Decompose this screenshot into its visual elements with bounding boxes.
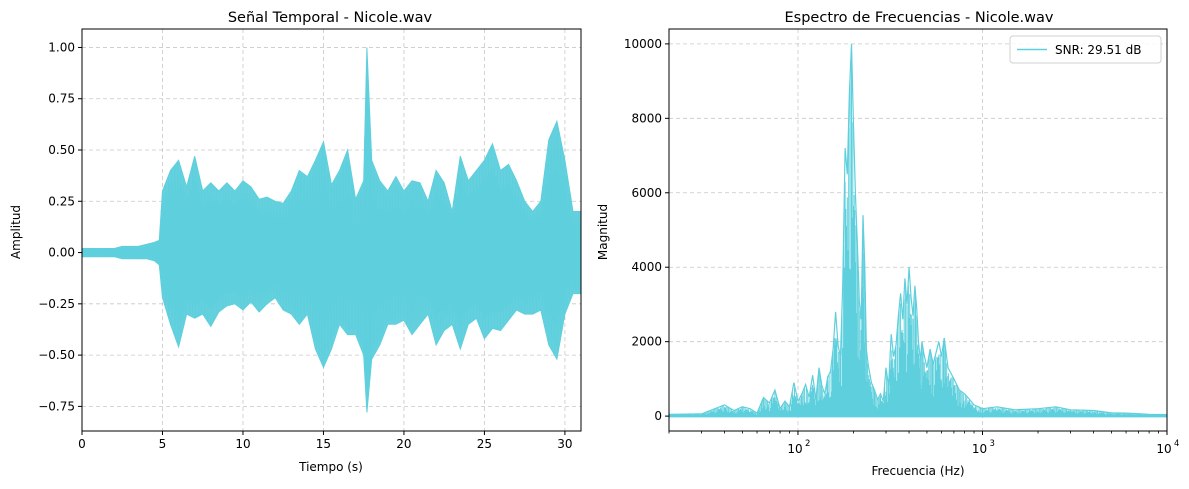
time-signal-title: Señal Temporal - Nicole.wav (228, 10, 433, 26)
time-x-tick-label: 30 (557, 437, 572, 451)
time-signal-plot-area (81, 47, 582, 413)
freq-y-tick-label: 0 (654, 409, 662, 423)
time-signal-chart: Señal Temporal - Nicole.wav 0 5 10 15 20 25 30… (9, 10, 582, 474)
legend: SNR: 29.51 dB (1009, 35, 1162, 64)
spectrum-line (668, 50, 1167, 417)
time-y-tick-label: −0.75 (38, 399, 75, 413)
freq-x-tick-label: 10 (787, 442, 802, 456)
time-x-tick-label: 0 (78, 437, 86, 451)
freq-y-tick-label: 6000 (631, 186, 662, 200)
legend-label: SNR: 29.51 dB (1055, 43, 1141, 57)
freq-x-tick-label: 10 (1156, 442, 1171, 456)
time-y-tick-label: 0.50 (48, 143, 75, 157)
time-y-tick-label: 0.25 (48, 194, 75, 208)
time-x-tick-label: 5 (159, 437, 167, 451)
freq-y-tick-label: 2000 (631, 335, 662, 349)
freq-x-tick-exponent: 3 (989, 439, 994, 449)
time-y-tick-label: 0.00 (48, 246, 75, 260)
time-signal-axes-frame (81, 28, 582, 432)
time-signal-x-axis-label: Tiempo (s) (298, 460, 363, 474)
frequency-spectrum-title: Espectro de Frecuencias - Nicole.wav (785, 10, 1054, 26)
freq-x-tick-label: 10 (972, 442, 987, 456)
time-signal-y-axis-label: Amplitud (9, 205, 23, 259)
freq-x-tick-exponent: 4 (1174, 439, 1179, 449)
freq-y-tick-label: 8000 (631, 111, 662, 125)
frequency-spectrum-y-ticks: 0 2000 4000 6000 8000 10000 (624, 37, 669, 423)
legend-box (1009, 35, 1162, 64)
freq-x-tick-exponent: 2 (805, 439, 810, 449)
time-x-tick-label: 20 (396, 437, 411, 451)
time-x-tick-label: 15 (316, 437, 331, 451)
frequency-spectrum-x-ticks: 10 2 10 3 10 4 (668, 431, 1179, 456)
time-y-tick-label: −0.25 (38, 297, 75, 311)
time-x-tick-label: 10 (235, 437, 250, 451)
time-y-tick-label: 1.00 (48, 40, 75, 54)
frequency-spectrum-chart: Espectro de Frecuencias - Nicole.wav 10 2… (596, 10, 1179, 478)
spectrum-peak-line (668, 43, 1168, 416)
time-signal-x-ticks: 0 5 10 15 20 25 30 (78, 431, 573, 451)
time-y-tick-label: 0.75 (48, 92, 75, 106)
time-signal-y-ticks: −0.75 −0.50 −0.25 0.00 0.25 0.50 0.75 1.00 (38, 40, 82, 413)
freq-y-tick-label: 10000 (624, 37, 662, 51)
frequency-spectrum-y-axis-label: Magnitud (596, 204, 610, 260)
frequency-spectrum-axes-frame (668, 28, 1168, 432)
time-x-tick-label: 25 (477, 437, 492, 451)
freq-y-tick-label: 4000 (631, 260, 662, 274)
frequency-spectrum-plot-area (668, 43, 1168, 418)
frequency-spectrum-x-axis-label: Frecuencia (Hz) (871, 464, 964, 478)
time-y-tick-label: −0.50 (38, 348, 75, 362)
